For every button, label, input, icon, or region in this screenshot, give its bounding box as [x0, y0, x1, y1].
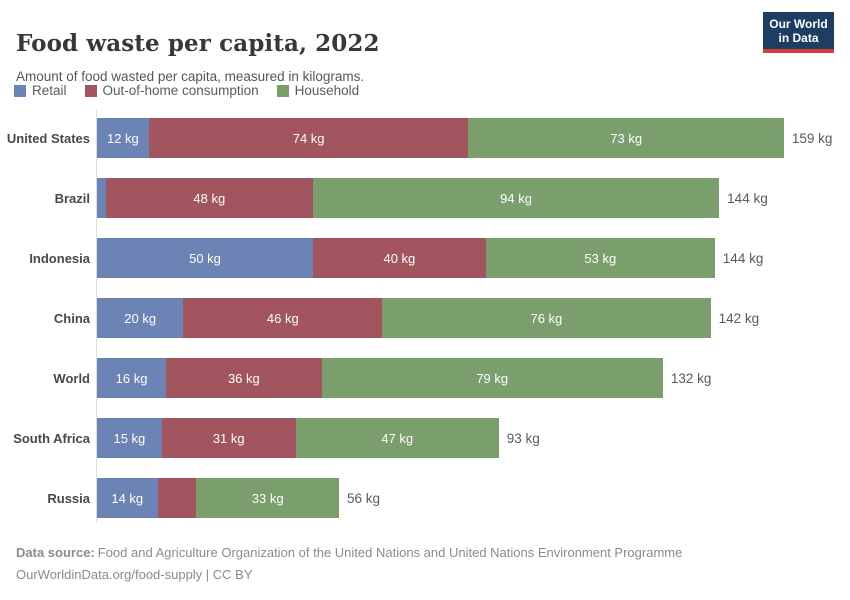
bar-total-label: 159 kg [791, 130, 833, 146]
logo-line-2: in Data [778, 31, 819, 45]
legend-label: Household [294, 83, 360, 98]
chart-area: United States 12 kg 74 kg 73 kg 159 kg Brazil… [0, 109, 850, 538]
bar-segment-household[interactable]: 76 kg [382, 298, 711, 338]
country-label: Russia [47, 490, 90, 506]
bar-segment-retail[interactable]: 14 kg [97, 478, 158, 518]
bar-row-south-africa: South Africa 15 kg 31 kg 47 kg 93 kg [0, 418, 850, 458]
country-label: China [53, 310, 90, 326]
stacked-bar[interactable]: 15 kg 31 kg 47 kg [97, 418, 499, 458]
bar-segment-retail[interactable]: 50 kg [97, 238, 313, 278]
chart-footer: Data source: Food and Agriculture Organiz… [16, 542, 682, 586]
bar-segment-retail[interactable]: 12 kg [97, 118, 149, 158]
legend-label: Retail [32, 83, 67, 98]
segment-value-label: 14 kg [111, 490, 144, 506]
legend: Retail Out-of-home consumption Household [14, 83, 359, 98]
country-label: United States [6, 130, 90, 146]
logo-line-1: Our World [769, 17, 828, 31]
legend-swatch-icon [276, 84, 289, 97]
bar-segment-household[interactable]: 33 kg [196, 478, 339, 518]
stacked-bar[interactable]: 20 kg 46 kg 76 kg [97, 298, 711, 338]
bar-total-label: 56 kg [346, 490, 381, 506]
country-label: South Africa [13, 430, 90, 446]
chart-rows: United States 12 kg 74 kg 73 kg 159 kg Brazil… [0, 118, 850, 518]
bar-segment-out-of-home-consumption[interactable]: 48 kg [105, 178, 313, 218]
segment-value-label: 53 kg [584, 250, 617, 266]
segment-value-label: 50 kg [189, 250, 221, 266]
segment-value-label: 73 kg [610, 130, 643, 146]
bar-total-label: 132 kg [670, 370, 712, 386]
segment-value-label: 48 kg [193, 190, 226, 206]
bar-segment-retail[interactable]: 20 kg [97, 298, 184, 338]
bar-segment-household[interactable]: 73 kg [468, 118, 784, 158]
legend-item-retail[interactable]: Retail [14, 83, 67, 98]
bar-row-united-states: United States 12 kg 74 kg 73 kg 159 kg [0, 118, 850, 158]
segment-value-label: 31 kg [212, 430, 245, 446]
segment-value-label: 76 kg [530, 310, 563, 326]
bar-total-label: 144 kg [722, 250, 764, 266]
bar-row-china: China 20 kg 46 kg 76 kg 142 kg [0, 298, 850, 338]
legend-swatch-icon [84, 84, 97, 97]
segment-value-label: 36 kg [227, 370, 260, 386]
segment-value-label: 16 kg [115, 370, 148, 386]
bar-segment-household[interactable]: 79 kg [321, 358, 663, 398]
stacked-bar[interactable]: 48 kg 94 kg [97, 178, 720, 218]
segment-value-label: 12 kg [106, 130, 139, 146]
bar-segment-household[interactable]: 53 kg [485, 238, 715, 278]
segment-value-label: 15 kg [113, 430, 146, 446]
bar-segment-retail[interactable]: 16 kg [97, 358, 167, 398]
stacked-bar[interactable]: 50 kg 40 kg 53 kg [97, 238, 715, 278]
stacked-bar[interactable]: 16 kg 36 kg 79 kg [97, 358, 663, 398]
segment-value-label: 33 kg [251, 490, 284, 506]
bar-total-label: 93 kg [506, 430, 540, 446]
bar-segment-household[interactable]: 47 kg [295, 418, 499, 458]
segment-value-label: 47 kg [381, 430, 414, 446]
bar-row-brazil: Brazil 48 kg 94 kg 144 kg [0, 178, 850, 218]
bar-segment-out-of-home-consumption[interactable]: 36 kg [166, 358, 322, 398]
data-source-label: Data source: [16, 545, 95, 560]
chart-subtitle: Amount of food wasted per capita, measur… [16, 68, 365, 84]
bar-segment-out-of-home-consumption[interactable] [157, 478, 197, 518]
data-source-text: Food and Agriculture Organization of the… [97, 545, 683, 560]
bar-segment-out-of-home-consumption[interactable]: 46 kg [183, 298, 383, 338]
country-label: Indonesia [29, 250, 90, 266]
segment-value-label: 40 kg [383, 250, 416, 266]
segment-value-label: 74 kg [292, 130, 325, 146]
bar-segment-household[interactable]: 94 kg [312, 178, 720, 218]
segment-value-label: 20 kg [124, 310, 157, 326]
bar-segment-retail[interactable] [97, 178, 106, 218]
attribution-link[interactable]: OurWorldinData.org/food-supply | CC BY [16, 567, 253, 582]
bar-segment-out-of-home-consumption[interactable]: 40 kg [313, 238, 486, 278]
bar-segment-retail[interactable]: 15 kg [97, 418, 162, 458]
legend-item-out-of-home-consumption[interactable]: Out-of-home consumption [84, 83, 259, 98]
legend-item-household[interactable]: Household [276, 83, 360, 98]
segment-value-label: 46 kg [266, 310, 299, 326]
bar-total-label: 142 kg [718, 310, 760, 326]
data-source-line: Data source: Food and Agriculture Organiz… [16, 542, 682, 564]
stacked-bar[interactable]: 14 kg 33 kg [97, 478, 339, 518]
bar-total-label: 144 kg [727, 190, 768, 206]
legend-label: Out-of-home consumption [102, 83, 259, 98]
legend-swatch-icon [14, 84, 26, 97]
country-label: World [53, 370, 90, 386]
bar-segment-out-of-home-consumption[interactable]: 74 kg [148, 118, 469, 158]
segment-value-label: 79 kg [476, 370, 509, 386]
bar-segment-out-of-home-consumption[interactable]: 31 kg [161, 418, 296, 458]
segment-value-label: 94 kg [500, 190, 532, 206]
country-label: Brazil [54, 190, 90, 206]
y-axis-line [96, 109, 97, 523]
bar-row-world: World 16 kg 36 kg 79 kg 132 kg [0, 358, 850, 398]
page-title: Food waste per capita, 2022 [16, 30, 380, 58]
stacked-bar[interactable]: 12 kg 74 kg 73 kg [97, 118, 784, 158]
bar-row-russia: Russia 14 kg 33 kg 56 kg [0, 478, 850, 518]
bar-row-indonesia: Indonesia 50 kg 40 kg 53 kg 144 kg [0, 238, 850, 278]
our-world-in-data-logo[interactable]: Our World in Data [763, 12, 834, 53]
